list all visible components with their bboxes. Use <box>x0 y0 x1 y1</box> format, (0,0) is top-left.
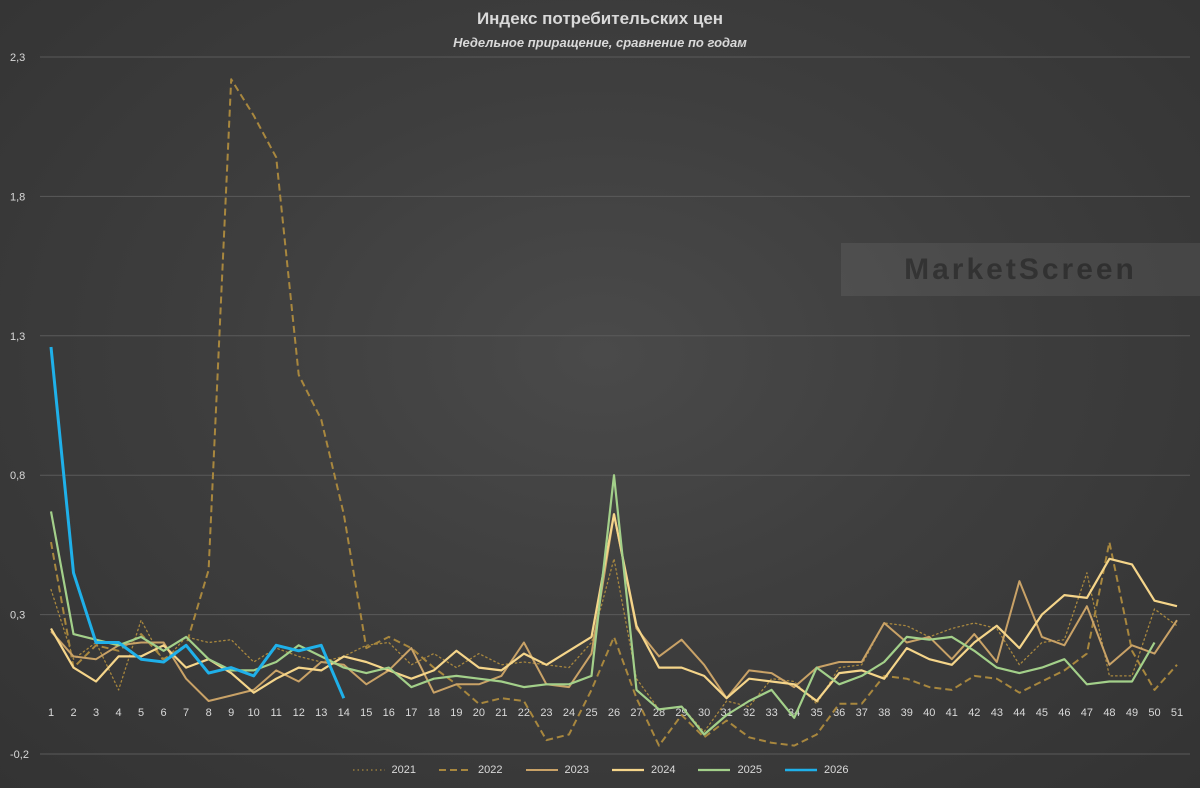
chart-subtitle: Недельное приращение, сравнение по годам <box>453 35 747 50</box>
y-tick-label: 0,8 <box>10 470 25 482</box>
legend-swatch <box>352 769 385 771</box>
x-tick-label: 13 <box>315 707 327 719</box>
x-tick-label: 1 <box>48 707 54 719</box>
x-tick-label: 10 <box>248 707 260 719</box>
x-tick-label: 15 <box>360 707 372 719</box>
x-tick-label: 7 <box>183 707 189 719</box>
x-tick-label: 25 <box>585 707 597 719</box>
legend-swatch <box>784 768 817 772</box>
x-tick-label: 12 <box>293 707 305 719</box>
legend-label: 2025 <box>737 764 762 776</box>
series-line-2024 <box>50 513 1178 703</box>
y-tick-label: 2,3 <box>10 52 25 64</box>
x-tick-label: 24 <box>563 707 575 719</box>
x-tick-label: 9 <box>228 707 234 719</box>
legend-item-2025: 2025 <box>697 764 762 776</box>
x-tick-label: 41 <box>946 707 958 719</box>
series-line-2021 <box>50 558 1178 733</box>
y-tick-label: -0,2 <box>10 749 29 761</box>
x-tick-label: 27 <box>630 707 642 719</box>
series-lines <box>49 78 1178 747</box>
legend-item-2022: 2022 <box>438 764 503 776</box>
x-tick-label: 6 <box>161 707 167 719</box>
x-tick-label: 18 <box>428 707 440 719</box>
x-tick-label: 39 <box>901 707 913 719</box>
y-tick-label: 0,3 <box>10 610 25 622</box>
legend-swatch <box>525 769 558 771</box>
x-tick-label: 19 <box>450 707 462 719</box>
series-line-2023 <box>50 513 1178 702</box>
x-tick-label: 40 <box>923 707 935 719</box>
x-tick-label: 48 <box>1103 707 1115 719</box>
legend-item-2021: 2021 <box>352 764 416 776</box>
series-line-2026 <box>49 346 346 699</box>
legend-label: 2022 <box>478 764 503 776</box>
x-tick-label: 43 <box>991 707 1003 719</box>
legend-swatch <box>439 769 472 771</box>
watermark: MarketScreen <box>841 243 1200 296</box>
x-tick-label: 11 <box>270 707 281 719</box>
x-tick-label: 36 <box>833 707 845 719</box>
y-tick-label: 1,8 <box>10 191 25 203</box>
legend-swatch <box>698 768 731 772</box>
series-line-2022 <box>50 78 1178 747</box>
x-tick-label: 50 <box>1148 707 1160 719</box>
x-tick-label: 22 <box>518 707 530 719</box>
x-tick-label: 51 <box>1171 707 1183 719</box>
chart-title: Индекс потребительских цен <box>476 9 724 28</box>
x-tick-label: 32 <box>743 707 755 719</box>
legend: 2021 2022 2023 2024 2025 2026 <box>0 764 1200 776</box>
legend-item-2023: 2023 <box>525 764 589 776</box>
legend-item-2024: 2024 <box>611 764 675 776</box>
x-tick-label: 46 <box>1058 707 1070 719</box>
x-tick-label: 23 <box>540 707 552 719</box>
x-tick-label: 20 <box>473 707 485 719</box>
x-tick-label: 31 <box>720 707 732 719</box>
x-tick-label: 4 <box>115 707 121 719</box>
x-tick-label: 35 <box>811 707 823 719</box>
legend-label: 2024 <box>651 764 676 776</box>
x-tick-label: 33 <box>766 707 778 719</box>
x-tick-label: 26 <box>608 707 620 719</box>
legend-label: 2023 <box>564 764 589 776</box>
x-tick-label: 42 <box>968 707 980 719</box>
x-tick-label: 3 <box>93 707 99 719</box>
y-axis: -0,2 0,3 0,8 1,3 1,8 2,3 <box>10 52 29 761</box>
x-tick-label: 21 <box>495 707 507 719</box>
x-tick-label: 2 <box>70 707 76 719</box>
x-tick-label: 17 <box>405 707 417 719</box>
x-tick-label: 8 <box>206 707 212 719</box>
x-tick-label: 49 <box>1126 707 1138 719</box>
y-tick-label: 1,3 <box>10 331 25 343</box>
legend-swatch <box>612 768 644 772</box>
series-line-2025 <box>49 474 1156 736</box>
x-axis: 1 2 3 4 5 6 7 8 9 10 11 12 13 14 15 16 17 18 19 20 21 22 23 24 2… <box>48 707 1183 719</box>
legend-label: 2021 <box>391 764 417 776</box>
x-tick-label: 5 <box>138 707 144 719</box>
x-tick-label: 38 <box>878 707 890 719</box>
x-tick-label: 47 <box>1081 707 1093 719</box>
x-tick-label: 37 <box>856 707 868 719</box>
x-tick-label: 16 <box>383 707 395 719</box>
x-tick-label: 45 <box>1036 707 1048 719</box>
x-tick-label: 44 <box>1013 707 1025 719</box>
gridlines <box>40 56 1190 755</box>
x-tick-label: 14 <box>338 707 350 719</box>
x-tick-label: 30 <box>698 707 710 719</box>
legend-label: 2026 <box>823 764 849 776</box>
legend-item-2026: 2026 <box>784 764 848 776</box>
